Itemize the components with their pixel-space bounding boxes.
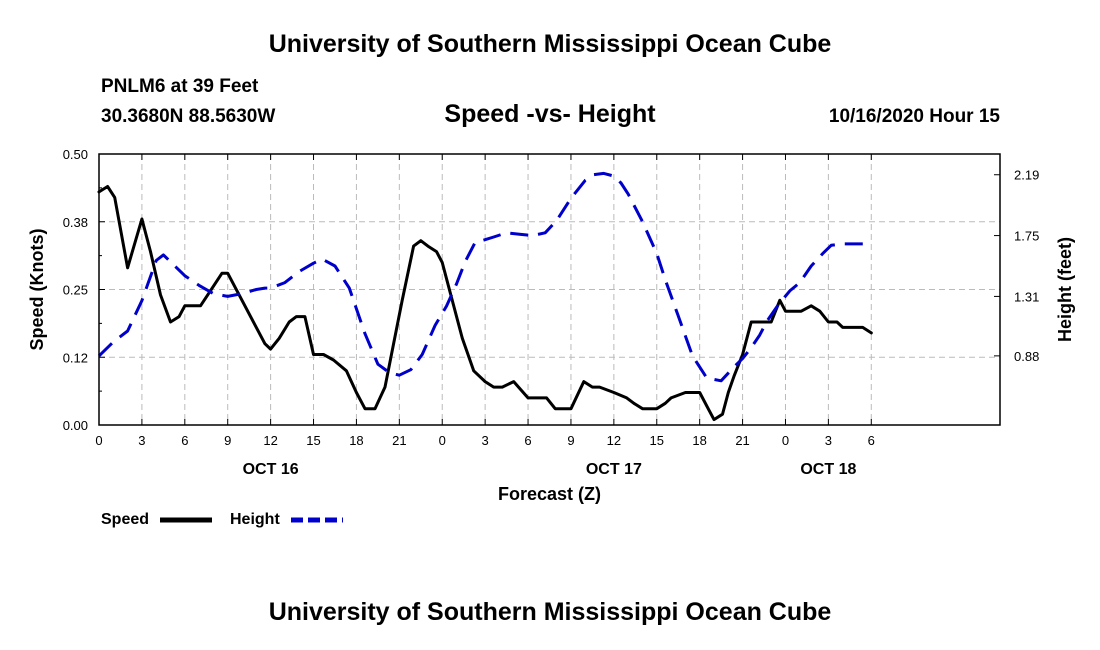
y2-tick-label: 1.31 [1014,289,1039,304]
axes: 0 3 6 9 12 15 18 21 0 3 6 9 12 15 18 21 0 3 6 OCT 16 OCT 17 O… [63,147,1040,478]
x-tick-label: 6 [868,433,875,448]
y-tick-label: 0.00 [63,418,88,433]
x-tick-label: 15 [306,433,320,448]
x-tick-label: 21 [735,433,749,448]
station-coordinates: 30.3680N 88.5630W [101,106,276,127]
y2-tick-label: 2.19 [1014,168,1039,183]
page-title: University of Southern Mississippi Ocean… [268,30,832,58]
footer-title: University of Southern Mississippi Ocean… [268,598,832,626]
x-tick-label: 3 [482,433,489,448]
date-label: OCT 17 [586,461,642,478]
date-label: OCT 18 [800,461,856,478]
y-tick-label: 0.38 [63,215,88,230]
x-tick-label: 18 [349,433,363,448]
chart-title: Speed -vs- Height [444,100,656,128]
x-tick-label: 21 [392,433,406,448]
x-tick-label: 3 [138,433,145,448]
legend-label-height: Height [230,511,280,528]
x-tick-label: 15 [650,433,664,448]
x-tick-label: 12 [607,433,621,448]
x-tick-label: 12 [263,433,277,448]
issue-time: 10/16/2020 Hour 15 [828,106,1000,127]
x-tick-label: 0 [95,433,102,448]
speed-series-line [97,185,873,422]
x-tick-label: 0 [782,433,789,448]
y-tick-label: 0.12 [63,350,88,365]
height-series-line [97,171,872,383]
x-tick-label: 3 [825,433,832,448]
grid [98,154,1000,425]
y-axis-title: Speed (Knots) [27,228,47,350]
y-tick-label: 0.50 [63,147,88,162]
x-tick-label: 9 [567,433,574,448]
y2-tick-label: 0.88 [1014,349,1039,364]
station-name: PNLM6 at 39 Feet [101,76,259,97]
date-label: OCT 16 [243,461,299,478]
x-tick-label: 0 [439,433,446,448]
y2-tick-label: 1.75 [1014,229,1039,244]
legend-label-speed: Speed [101,511,149,528]
x-tick-label: 9 [224,433,231,448]
x-tick-label: 6 [524,433,531,448]
x-tick-label: 6 [181,433,188,448]
series-layer [97,171,873,422]
x-tick-label: 18 [692,433,706,448]
y2-axis-title: Height (feet) [1055,237,1075,342]
y-tick-label: 0.25 [63,283,88,298]
x-axis-title: Forecast (Z) [498,484,601,504]
legend: Speed Height [101,511,343,528]
